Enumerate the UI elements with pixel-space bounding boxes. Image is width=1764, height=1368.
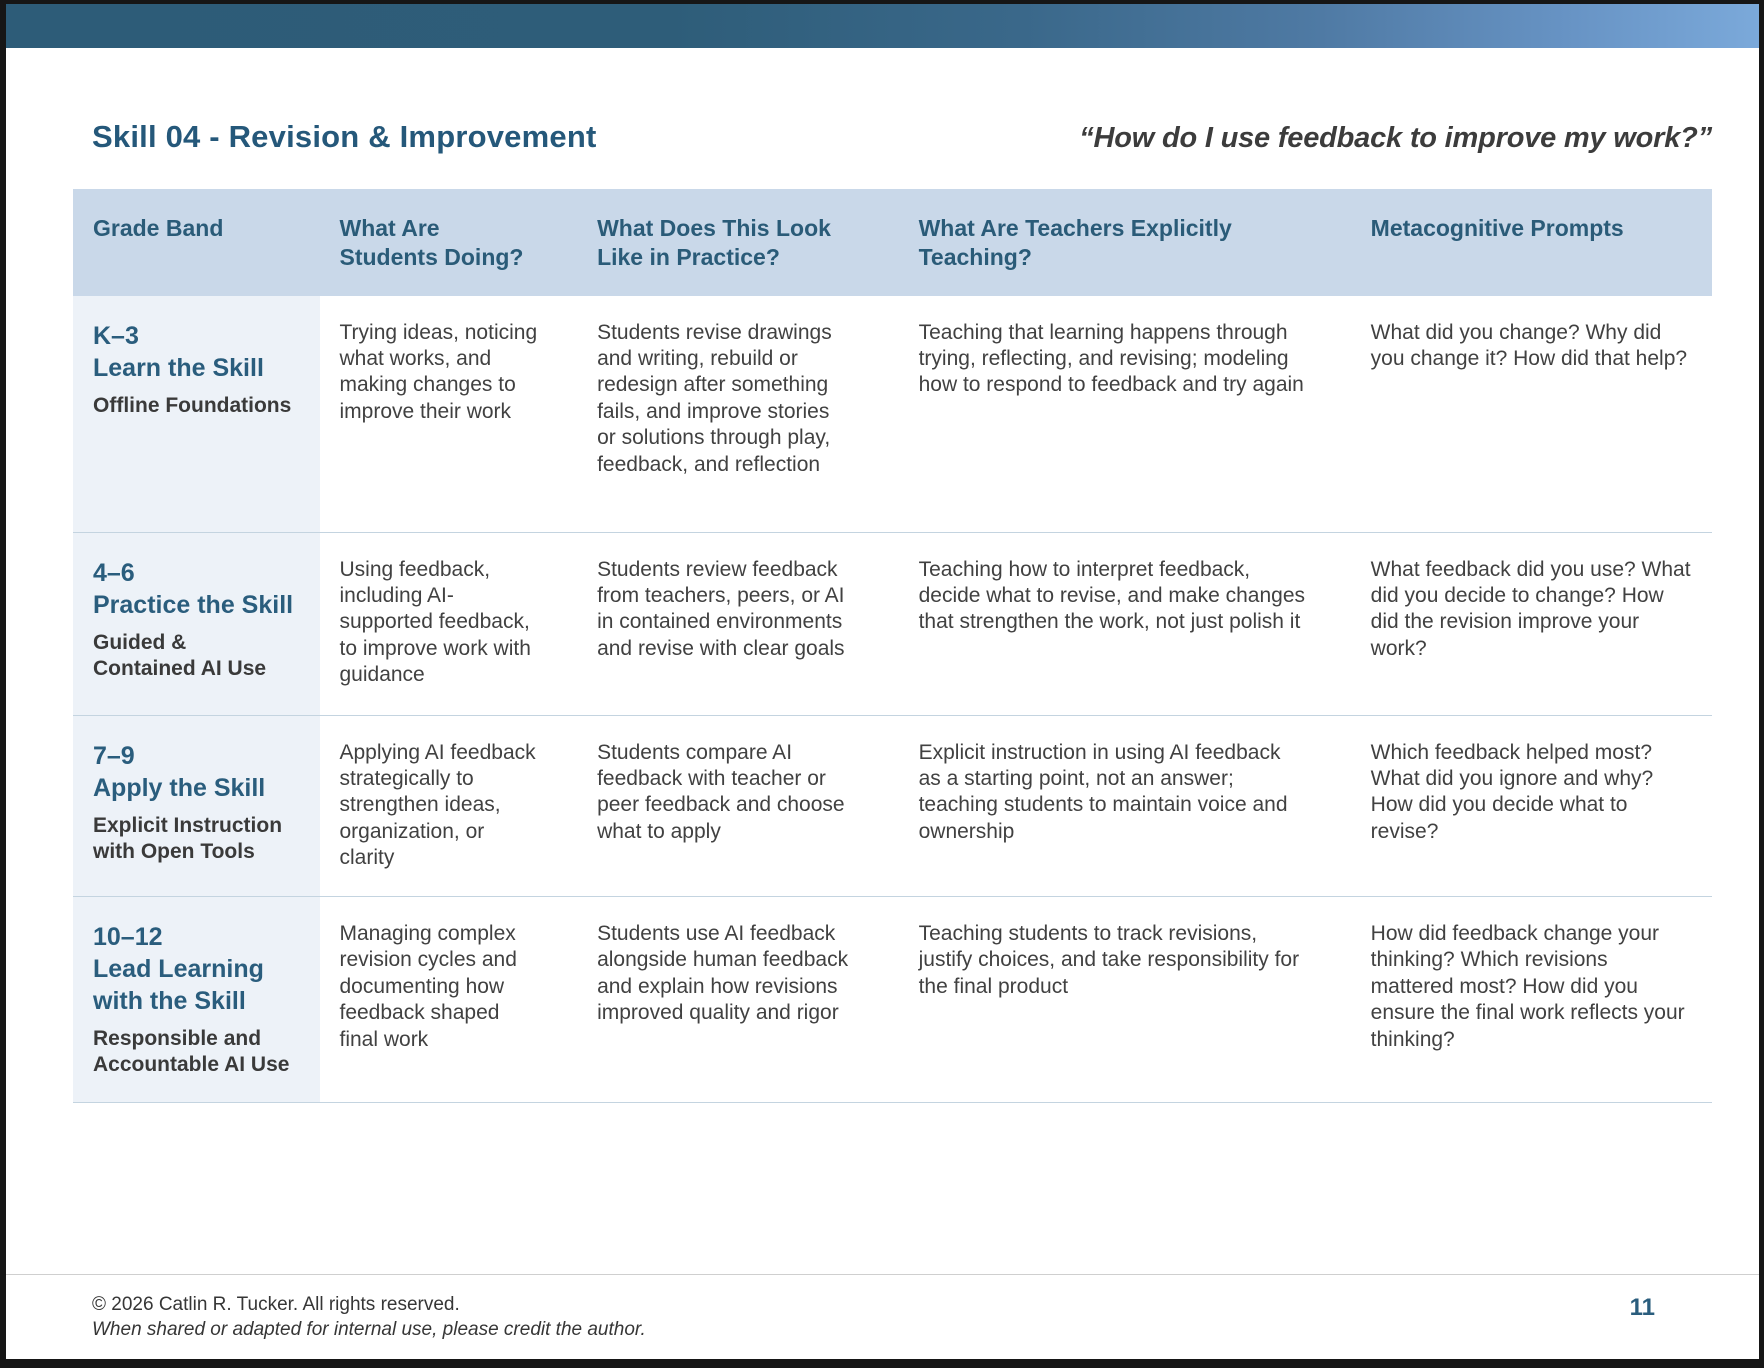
table-row-k3: K–3 Learn the Skill Offline Foundations … [73, 295, 1712, 533]
column-header-teachers-teaching: What Are Teachers Explicitly Teaching? [918, 215, 1232, 270]
grade-stage: Learn the Skill [93, 353, 264, 382]
table-row-10-12: 10–12 Lead Learning with the Skill Respo… [73, 896, 1712, 1104]
table-body: K–3 Learn the Skill Offline Foundations … [73, 295, 1712, 1104]
column-header-metacognitive-prompts: Metacognitive Prompts [1370, 215, 1624, 241]
grade-stage: Lead Learning with the Skill [93, 954, 264, 1015]
column-header-students-doing: What Are Students Doing? [339, 215, 524, 270]
credit-note: When shared or adapted for internal use,… [92, 1319, 646, 1341]
grade-band-cell: K–3 Learn the Skill Offline Foundations [73, 295, 321, 532]
table-cell: How did feedback change your thinking? W… [1370, 921, 1685, 1051]
page-title: Skill 04 - Revision & Improvement [92, 119, 597, 154]
table-row-7-9: 7–9 Apply the Skill Explicit Instruction… [73, 715, 1712, 897]
table-cell: Which feedback helped most? What did you… [1370, 740, 1654, 843]
table-cell: What feedback did you use? What did you … [1370, 557, 1691, 660]
column-header-grade-band: Grade Band [93, 215, 224, 241]
table-cell: Students review feedback from teachers, … [597, 557, 845, 660]
table-cell: Teaching students to track revisions, ju… [918, 921, 1300, 998]
grade-band-label: K–3 Learn the Skill [93, 320, 294, 384]
guiding-question-quote: “How do I use feedback to improve my wor… [1079, 122, 1712, 154]
document-page: Skill 04 - Revision & Improvement “How d… [6, 4, 1759, 1359]
top-gradient-bar [6, 4, 1759, 48]
table-cell: Teaching that learning happens through t… [918, 320, 1304, 397]
grade-stage: Apply the Skill [93, 773, 266, 802]
grade-descriptor: Explicit Instruction with Open Tools [93, 813, 283, 863]
grade-range: 10–12 [93, 922, 163, 951]
grade-range: 4–6 [93, 558, 135, 587]
grade-range: 7–9 [93, 741, 135, 770]
table-header-row: Grade Band What Are Students Doing? What… [73, 189, 1712, 296]
page-footer: © 2026 Catlin R. Tucker. All rights rese… [6, 1273, 1759, 1359]
grade-stage: Practice the Skill [93, 590, 294, 619]
table-cell: What did you change? Why did you change … [1370, 320, 1688, 370]
table-cell: Students use AI feedback alongside human… [597, 921, 849, 1025]
table-cell: Teaching how to interpret feedback, deci… [918, 557, 1305, 634]
grade-range: K–3 [93, 321, 139, 350]
page-number: 11 [1629, 1293, 1655, 1321]
copyright-text: © 2026 Catlin R. Tucker. All rights rese… [92, 1293, 460, 1315]
grade-band-label: 4–6 Practice the Skill [93, 557, 294, 621]
table-cell: Trying ideas, noticing what works, and m… [339, 320, 538, 423]
page-content: Skill 04 - Revision & Improvement “How d… [6, 119, 1759, 1104]
grade-descriptor: Guided & Contained AI Use [93, 630, 267, 680]
grade-band-cell: 4–6 Practice the Skill Guided & Containe… [73, 532, 321, 715]
table-cell: Explicit instruction in using AI feedbac… [918, 740, 1288, 843]
table-cell: Managing complex revision cycles and doc… [339, 921, 517, 1051]
grade-band-label: 7–9 Apply the Skill [93, 740, 294, 804]
table-cell: Applying AI feedback strategically to st… [339, 740, 536, 870]
title-row: Skill 04 - Revision & Improvement “How d… [73, 119, 1712, 155]
skill-table: Grade Band What Are Students Doing? What… [73, 189, 1712, 1104]
grade-band-label: 10–12 Lead Learning with the Skill [93, 921, 294, 1017]
table-cell: Students revise drawings and writing, re… [597, 320, 832, 476]
table-cell: Students compare AI feedback with teache… [597, 740, 845, 843]
footer-copyright-block: © 2026 Catlin R. Tucker. All rights rese… [92, 1292, 646, 1343]
table-cell: Using feedback, including AI-supported f… [339, 557, 531, 687]
grade-band-cell: 10–12 Lead Learning with the Skill Respo… [73, 896, 321, 1103]
table-row-4-6: 4–6 Practice the Skill Guided & Containe… [73, 532, 1712, 716]
grade-descriptor: Offline Foundations [93, 393, 292, 417]
column-header-in-practice: What Does This Look Like in Practice? [597, 215, 831, 270]
grade-band-cell: 7–9 Apply the Skill Explicit Instruction… [73, 715, 321, 896]
grade-descriptor: Responsible and Accountable AI Use [93, 1026, 290, 1077]
